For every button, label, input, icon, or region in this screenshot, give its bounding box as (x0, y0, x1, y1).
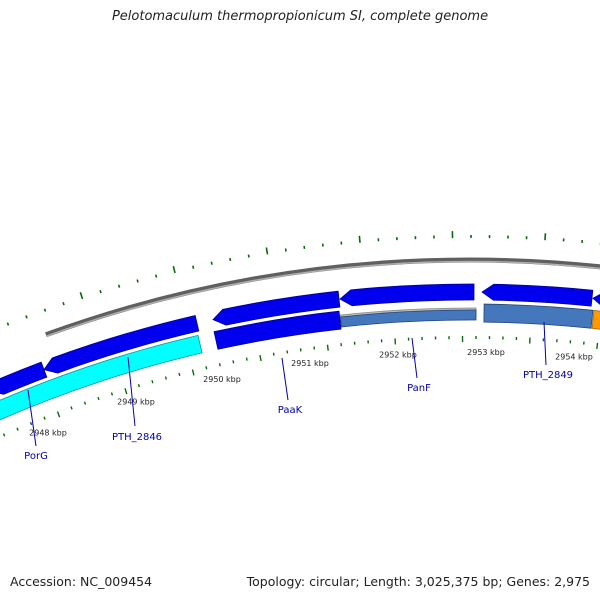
label-leader-line (281, 357, 289, 401)
gc-tick (136, 279, 139, 283)
gene-arrow (43, 314, 200, 374)
kbp-label: 2953 kbp (467, 348, 505, 357)
topology-summary: Topology: circular; Length: 3,025,375 bp… (246, 574, 590, 589)
kbp-label: 2950 kbp (203, 375, 241, 384)
kbp-label: 2949 kbp (117, 398, 155, 407)
gc-tick (99, 290, 102, 294)
gene-block (213, 310, 342, 350)
gene-label: PaaK (278, 405, 303, 416)
scale-tick (245, 357, 248, 361)
gene-label: PanF (407, 383, 431, 394)
gc-tick (43, 308, 47, 312)
label-leader-line (543, 321, 547, 366)
scale-tick (137, 384, 141, 388)
gene-arrow (592, 294, 600, 305)
scale-tick (151, 380, 154, 384)
gc-tick (247, 254, 250, 258)
accession-text: Accession: NC_009454 (10, 574, 153, 589)
scale-tick (272, 352, 275, 356)
kbp-label: 2951 kbp (291, 359, 329, 368)
scale-tick (326, 344, 329, 351)
gene-arrow (481, 283, 594, 307)
label-leader-line (27, 389, 37, 447)
gene-arrow (339, 283, 475, 307)
gene-block-rna (483, 303, 594, 329)
gene-label: PTH_2846 (112, 432, 162, 443)
scale-tick (2, 433, 6, 437)
gene-label: PTH_2849 (523, 370, 573, 381)
scale-tick (83, 401, 87, 405)
scale-tick (16, 427, 19, 431)
gc-tick (6, 322, 10, 326)
backbone (45, 257, 600, 338)
scale-tick (164, 376, 167, 380)
gc-tick (79, 292, 84, 300)
gc-tick (358, 235, 361, 243)
gc-tick (265, 247, 269, 255)
scale-tick (124, 388, 128, 395)
gene-arrow (212, 290, 341, 326)
inner-ticks (2, 336, 599, 437)
gc-tick (154, 274, 158, 278)
scale-tick (29, 421, 33, 426)
gene-labels: PorG PTH_2846 PaaK PanF PTH_2849 (24, 321, 573, 462)
gene-features (0, 283, 600, 421)
kbp-label: 2954 kbp (555, 353, 593, 362)
gene-block-rna (340, 309, 477, 328)
label-leader-line (411, 337, 418, 379)
gc-tick (210, 261, 213, 265)
gene-label: PorG (24, 451, 48, 462)
gene-block-highlight (0, 334, 203, 421)
scale-tick (178, 372, 181, 377)
scale-tick (110, 392, 114, 396)
scale-tick (97, 396, 100, 401)
kbp-scale: 2948 kbp 2949 kbp 2950 kbp 2951 kbp 2952 kbp… (29, 348, 593, 437)
scale-tick (218, 363, 221, 367)
gc-tick (192, 265, 195, 269)
scale-tick (191, 369, 195, 376)
kbp-label: 2948 kbp (29, 428, 67, 437)
scale-tick (596, 342, 599, 350)
label-leader-line (127, 356, 136, 427)
backbone-arc-outer (45, 257, 600, 338)
scale-tick (259, 354, 262, 362)
map-title: Pelotomaculum thermopropionicum SI, comp… (111, 9, 489, 24)
backbone-arc-highlight (46, 260, 600, 337)
outer-gc-ticks (6, 231, 600, 326)
scale-tick (43, 416, 46, 420)
gc-tick (117, 284, 121, 288)
gc-tick (172, 265, 176, 274)
scale-tick (205, 366, 208, 370)
gc-tick (62, 301, 65, 306)
scale-tick (56, 411, 61, 418)
scale-tick (232, 360, 235, 364)
gc-tick (229, 257, 232, 262)
scale-tick (70, 406, 73, 410)
kbp-label: 2952 kbp (379, 350, 417, 359)
gene-block-orange (591, 309, 600, 330)
gc-tick (25, 315, 28, 319)
